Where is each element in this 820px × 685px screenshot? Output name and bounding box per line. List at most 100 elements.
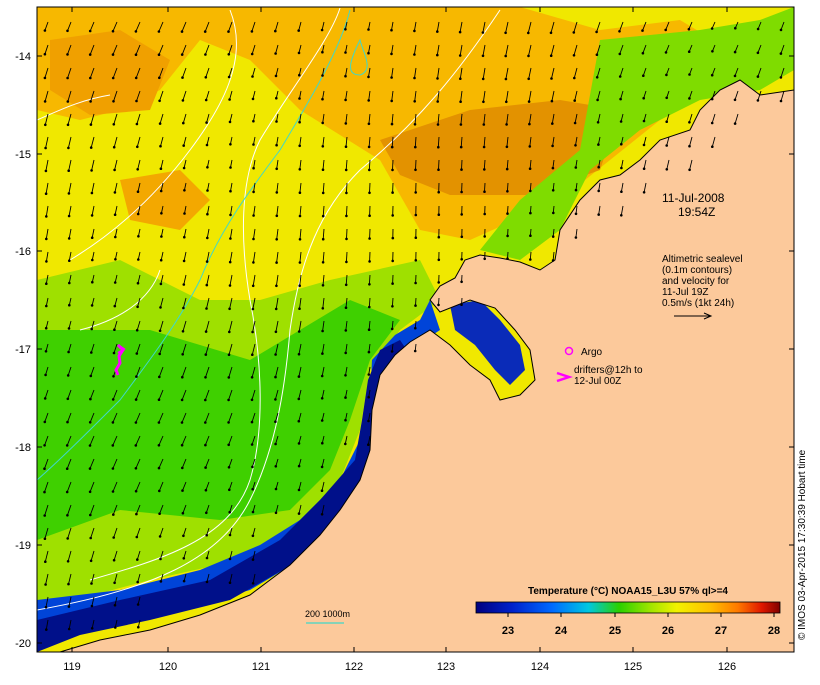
velocity-arrow-head: [135, 30, 138, 33]
velocity-arrow-head: [181, 421, 184, 424]
velocity-arrow-head: [367, 396, 370, 399]
velocity-arrow-head: [135, 53, 138, 56]
velocity-arrow-head: [228, 353, 231, 356]
velocity-arrow-head: [45, 238, 48, 241]
velocity-arrow-head: [252, 191, 255, 194]
velocity-arrow-head: [67, 351, 70, 354]
datetime-line1: 11-Jul-2008: [662, 191, 725, 205]
velocity-arrow-head: [45, 327, 48, 330]
velocity-arrow-head: [413, 100, 416, 103]
velocity-arrow-head: [181, 353, 184, 356]
velocity-arrow-head: [229, 261, 232, 264]
velocity-arrow-head: [89, 491, 92, 494]
velocity-arrow-head: [229, 214, 232, 217]
velocity-arrow-head: [66, 514, 69, 517]
velocity-arrow-head: [228, 53, 231, 56]
velocity-arrow-head: [415, 236, 418, 239]
velocity-arrow-head: [181, 467, 184, 470]
y-tick-label: -17: [15, 344, 31, 356]
velocity-arrow-head: [527, 78, 530, 81]
velocity-arrow-head: [45, 350, 48, 353]
velocity-arrow-head: [595, 31, 598, 34]
velocity-arrow-head: [367, 52, 370, 55]
velocity-arrow-head: [229, 284, 232, 287]
velocity-arrow-head: [597, 121, 600, 124]
velocity-arrow-head: [573, 77, 576, 80]
colorbar-title: Temperature (°C) NOAA15_L3U 57% ql>=4: [528, 586, 728, 597]
velocity-arrow-head: [368, 146, 371, 149]
velocity-arrow-head: [414, 123, 417, 126]
velocity-arrow-head: [228, 511, 231, 514]
velocity-arrow-head: [181, 376, 184, 379]
velocity-arrow-head: [112, 536, 115, 539]
velocity-arrow-head: [299, 261, 302, 264]
velocity-arrow-head: [344, 443, 347, 446]
velocity-arrow-head: [322, 215, 325, 218]
velocity-arrow-head: [227, 30, 230, 33]
velocity-arrow-head: [528, 100, 531, 103]
velocity-arrow-head: [183, 189, 186, 192]
velocity-arrow-head: [438, 259, 441, 262]
y-tick-label: -19: [15, 540, 31, 552]
velocity-arrow-head: [527, 32, 530, 35]
velocity-arrow: [347, 229, 348, 239]
velocity-arrow-head: [414, 327, 417, 330]
velocity-arrow-head: [460, 281, 463, 284]
velocity-arrow-head: [229, 190, 232, 193]
velocity-arrow-head: [460, 123, 463, 126]
velocity-arrow-head: [459, 77, 462, 80]
colorbar-gradient: [476, 602, 780, 613]
velocity-arrow-head: [641, 29, 644, 32]
velocity-arrow-head: [368, 351, 371, 354]
velocity-arrow-head: [322, 168, 325, 171]
velocity-arrow-head: [66, 77, 69, 80]
velocity-arrow-head: [159, 145, 162, 148]
velocity-arrow-head: [182, 535, 185, 538]
velocity-arrow-head: [529, 234, 532, 237]
velocity-arrow-head: [206, 144, 209, 147]
colorbar-tick-label: 27: [715, 625, 727, 637]
velocity-arrow-head: [620, 167, 623, 170]
velocity-arrow-head: [229, 581, 232, 584]
velocity-arrow-head: [252, 535, 255, 538]
velocity-arrow-head: [228, 376, 231, 379]
velocity-arrow-head: [460, 146, 463, 149]
velocity-arrow-head: [298, 489, 301, 492]
velocity-arrow-head: [345, 261, 348, 264]
velocity-arrow-head: [44, 537, 47, 540]
velocity-arrow-head: [344, 396, 347, 399]
velocity-arrow-head: [550, 77, 553, 80]
velocity-arrow-head: [504, 55, 507, 58]
velocity-arrow-head: [299, 168, 302, 171]
velocity-arrow-head: [67, 124, 70, 127]
velocity-arrow-head: [620, 190, 623, 193]
velocity-arrow-head: [91, 281, 94, 284]
velocity-arrow-head: [322, 261, 325, 264]
velocity-arrow-head: [89, 444, 92, 447]
x-tick-label: 119: [63, 661, 81, 673]
velocity-arrow-head: [113, 146, 116, 149]
velocity-arrow-head: [529, 145, 532, 148]
velocity-arrow-head: [529, 212, 532, 215]
velocity-arrow-head: [252, 511, 255, 514]
velocity-arrow-head: [204, 399, 207, 402]
velocity-arrow-head: [780, 76, 783, 79]
velocity-arrow-head: [573, 99, 576, 102]
velocity-arrow-head: [321, 330, 324, 333]
velocity-arrow-head: [205, 534, 208, 537]
velocity-arrow-head: [274, 398, 277, 401]
velocity-arrow-head: [66, 444, 69, 447]
velocity-arrow-head: [113, 328, 116, 331]
velocity-arrow-head: [551, 145, 554, 148]
colorbar-tick-label: 25: [609, 625, 621, 637]
drifters-line1: drifters@12h to: [574, 365, 643, 376]
velocity-arrow-head: [113, 123, 116, 126]
velocity-arrow-head: [160, 283, 163, 286]
velocity-arrow-head: [229, 558, 232, 561]
velocity-arrow-head: [251, 421, 254, 424]
velocity-arrow-head: [206, 166, 209, 169]
velocity-arrow-head: [206, 557, 209, 560]
velocity-arrow-head: [183, 260, 186, 263]
velocity-arrow-head: [757, 52, 760, 55]
velocity-arrow-head: [206, 237, 209, 240]
